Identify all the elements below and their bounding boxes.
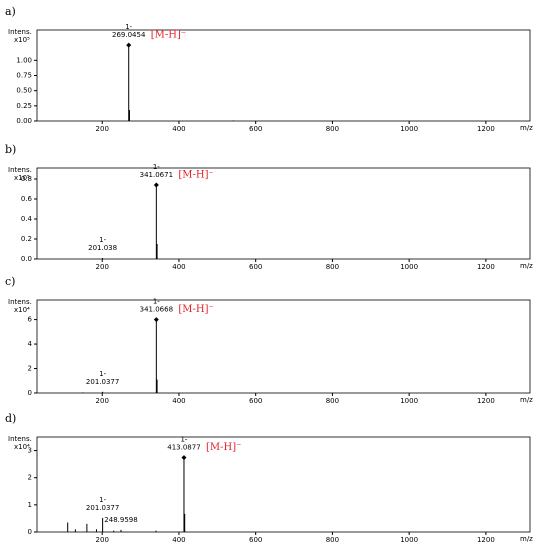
y-tick-label: 0.50 <box>16 87 32 95</box>
y-tick-label: 1 <box>28 501 32 509</box>
y-scale-label: x10⁵ <box>14 36 30 44</box>
peak-mz-label: 341.0671 <box>140 171 173 179</box>
x-tick-label: 400 <box>172 125 185 133</box>
x-tick-label: 1000 <box>400 125 418 133</box>
plot-frame <box>36 299 531 394</box>
peak-mz-label: 413.0877 <box>167 444 200 452</box>
y-tick-label: 0.25 <box>16 102 32 110</box>
peak-charge-label: 1- <box>99 370 106 378</box>
y-scale-label: x10⁵ <box>14 174 30 182</box>
peak-marker <box>153 182 159 188</box>
peak-mz-label: 248.9598 <box>104 516 137 524</box>
peak-charge-label: 1- <box>153 163 160 171</box>
peak-marker <box>181 455 187 461</box>
x-axis-label: m/z <box>520 535 533 543</box>
plot-frame <box>36 436 531 533</box>
y-tick-label: 0.2 <box>21 235 32 243</box>
y-tick-label: 0.75 <box>16 72 32 80</box>
y-axis-label: Intens. <box>8 166 32 174</box>
peak-marker <box>153 317 159 323</box>
x-tick-label: 1000 <box>400 397 418 405</box>
y-tick-label: 0.4 <box>21 215 33 223</box>
peak-charge-label: 1- <box>180 436 187 444</box>
y-axis-label: Intens. <box>8 435 32 443</box>
y-tick-label: 0.00 <box>16 117 32 125</box>
y-tick-label: 0.0 <box>21 255 32 263</box>
ion-label: [M-H]⁻ <box>206 442 241 453</box>
y-tick-label: 3 <box>28 447 32 455</box>
x-axis-label: m/z <box>520 396 533 404</box>
x-tick-label: 1200 <box>477 536 495 544</box>
x-tick-label: 800 <box>326 397 339 405</box>
y-tick-label: 2 <box>28 474 32 482</box>
x-tick-label: 600 <box>249 536 262 544</box>
ion-label: [M-H]⁻ <box>151 30 186 41</box>
plot-frame <box>36 167 531 260</box>
peak-mz-label: 341.0668 <box>140 306 173 314</box>
y-tick-label: 0 <box>28 528 32 536</box>
x-tick-label: 200 <box>96 263 109 271</box>
y-tick-label: 6 <box>28 316 33 324</box>
x-axis-label: m/z <box>520 262 533 270</box>
plot-frame <box>36 29 531 122</box>
panel-label: c) <box>5 275 15 288</box>
y-tick-label: 4 <box>28 340 33 348</box>
x-tick-label: 600 <box>249 125 262 133</box>
x-tick-label: 1000 <box>400 263 418 271</box>
y-tick-label: 0.8 <box>21 175 32 183</box>
y-axis-label: Intens. <box>8 28 32 36</box>
x-tick-label: 1200 <box>477 263 495 271</box>
x-tick-label: 1200 <box>477 125 495 133</box>
y-tick-label: 1.00 <box>16 56 32 64</box>
x-tick-label: 200 <box>96 397 109 405</box>
x-tick-label: 1000 <box>400 536 418 544</box>
x-axis-label: m/z <box>520 124 533 132</box>
panel-label: a) <box>5 5 16 18</box>
x-tick-label: 200 <box>96 125 109 133</box>
y-scale-label: x10⁴ <box>14 306 30 314</box>
x-tick-label: 800 <box>326 263 339 271</box>
x-tick-label: 600 <box>249 397 262 405</box>
x-tick-label: 400 <box>172 263 185 271</box>
x-tick-label: 1200 <box>477 397 495 405</box>
ion-label: [M-H]⁻ <box>178 304 213 315</box>
y-tick-label: 0.6 <box>21 195 33 203</box>
panel-label: b) <box>5 143 16 156</box>
peak-mz-label: 201.038 <box>88 244 117 252</box>
x-tick-label: 800 <box>326 536 339 544</box>
peak-marker <box>126 42 132 48</box>
y-axis-label: Intens. <box>8 298 32 306</box>
x-tick-label: 200 <box>96 536 109 544</box>
y-tick-label: 0 <box>28 389 32 397</box>
peak-mz-label: 201.0377 <box>86 504 119 512</box>
peak-charge-label: 1- <box>99 496 106 504</box>
x-tick-label: 400 <box>172 397 185 405</box>
ion-label: [M-H]⁻ <box>178 170 213 181</box>
peak-mz-label: 201.0377 <box>86 378 119 386</box>
peak-charge-label: 1- <box>153 298 160 306</box>
y-tick-label: 2 <box>28 365 32 373</box>
peak-mz-label: 269.0454 <box>112 31 146 39</box>
panel-label: d) <box>5 412 16 425</box>
x-tick-label: 400 <box>172 536 185 544</box>
y-scale-label: x10⁴ <box>14 443 30 451</box>
peak-charge-label: 1- <box>125 23 132 31</box>
peak-charge-label: 1- <box>99 236 106 244</box>
x-tick-label: 800 <box>326 125 339 133</box>
x-tick-label: 600 <box>249 263 262 271</box>
